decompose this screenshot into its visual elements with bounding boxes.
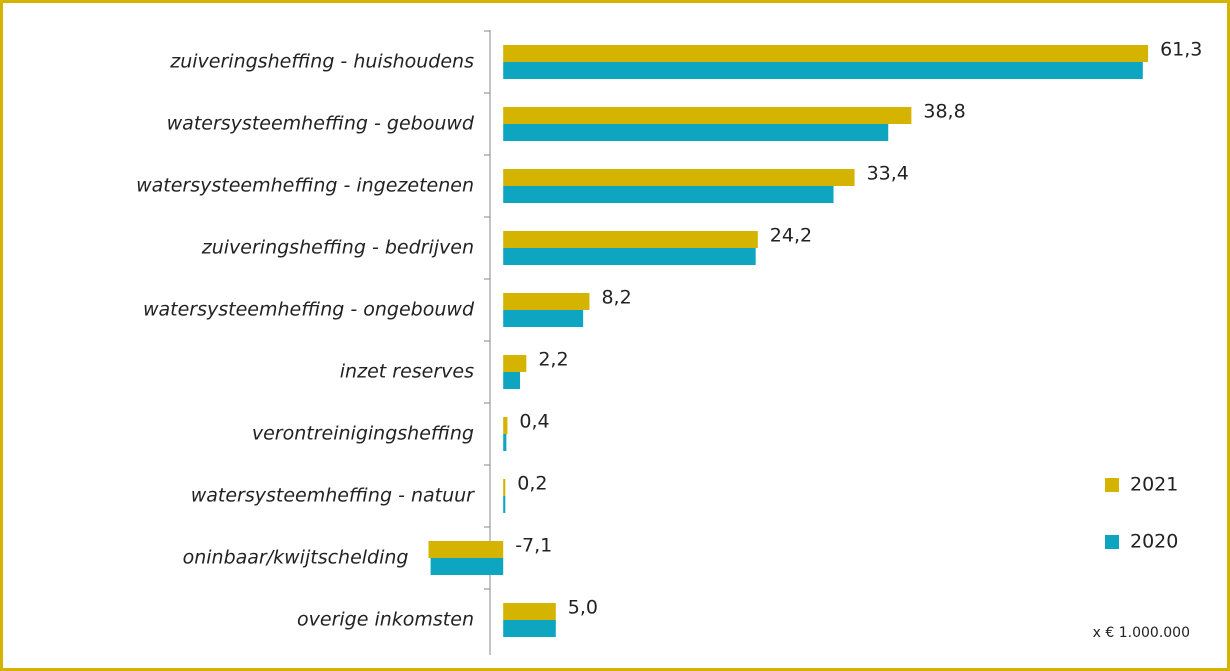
category-label: watersysteemheffing - gebouwd: [167, 113, 475, 135]
category-label: watersysteemheffing - natuur: [191, 485, 475, 507]
bar: [503, 417, 508, 434]
value-label: 33,4: [867, 163, 909, 185]
value-label: -7,1: [515, 535, 552, 557]
bar: [503, 434, 507, 451]
bar: [503, 124, 889, 141]
bar: [503, 107, 912, 124]
bar: [503, 479, 506, 496]
category-label: overige inkomsten: [297, 609, 474, 631]
legend-label: 2021: [1130, 474, 1178, 496]
legend-swatch: [1105, 478, 1119, 492]
category-label: oninbaar/kwijtschelding: [183, 547, 409, 569]
bar: [503, 293, 590, 310]
value-label: 2,2: [538, 349, 568, 371]
value-label: 61,3: [1160, 39, 1202, 61]
legend-swatch: [1105, 535, 1119, 549]
bar: [503, 62, 1143, 79]
legend-label: 2020: [1130, 531, 1178, 553]
category-label: zuiveringsheffing - huishoudens: [169, 51, 474, 73]
bar: [430, 558, 504, 575]
category-label: zuiveringsheffing - bedrijven: [201, 237, 474, 259]
bar: [503, 248, 756, 265]
value-label: 5,0: [568, 597, 598, 619]
unit-note: x € 1.000.000: [1093, 625, 1190, 641]
bar: [503, 603, 556, 620]
bar: [503, 620, 556, 637]
bar: [503, 231, 758, 248]
category-label: verontreinigingsheffing: [252, 423, 474, 445]
value-label: 0,4: [519, 411, 549, 433]
bar: [503, 169, 855, 186]
value-label: 24,2: [770, 225, 812, 247]
bar: [503, 355, 527, 372]
bar: [503, 310, 584, 327]
value-label: 38,8: [923, 101, 965, 123]
bar: [428, 541, 504, 558]
category-label: watersysteemheffing - ongebouwd: [143, 299, 475, 321]
value-label: 0,2: [517, 473, 547, 495]
value-label: 8,2: [601, 287, 631, 309]
bar: [503, 45, 1149, 62]
bar: [503, 372, 521, 389]
category-label: inzet reserves: [340, 361, 474, 383]
category-label: watersysteemheffing - ingezetenen: [136, 175, 474, 197]
bar: [503, 186, 834, 203]
bar: [503, 496, 506, 513]
